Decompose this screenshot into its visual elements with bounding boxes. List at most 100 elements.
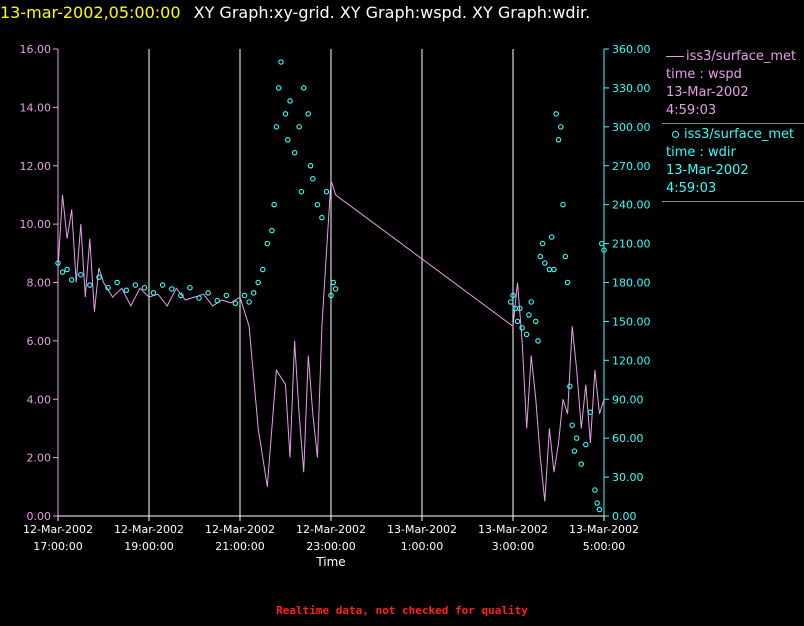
x-tick-label-time: 5:00:00	[583, 540, 625, 553]
wdir-data-point	[573, 435, 580, 441]
right-tick-label: 60.00	[612, 432, 644, 445]
xy-graph[interactable]: 0.00 2.00 4.00 6.00 8.00 10.00 12.00 14.00 16.00…	[0, 0, 804, 600]
wdir-data-point	[250, 290, 257, 296]
wdir-data-point	[592, 487, 598, 493]
x-tick-label-time: 23:00:00	[306, 540, 355, 553]
x-tick-label-date: 12-Mar-2002	[23, 523, 93, 536]
right-tick-label: 240.00	[612, 199, 651, 212]
legend-wdir-source: iss3/surface_met	[684, 127, 795, 142]
wdir-data-point	[519, 325, 525, 331]
wdir-data-point	[296, 124, 302, 130]
wdir-data-point	[332, 286, 339, 292]
wdir-data-point	[159, 282, 166, 288]
wdir-data-point	[305, 111, 311, 117]
left-tick-label: 14.00	[20, 101, 52, 114]
wdir-data-point	[78, 271, 84, 278]
right-tick-label: 0.00	[612, 510, 637, 523]
wdir-data-point	[310, 175, 316, 182]
series	[55, 59, 607, 513]
wdir-data-point	[546, 266, 553, 273]
wdir-data-point	[555, 137, 562, 143]
right-tick-label: 90.00	[612, 393, 644, 406]
right-tick-label: 270.00	[612, 160, 651, 173]
wdir-data-point	[269, 227, 275, 234]
wdir-data-point	[319, 214, 325, 221]
wdir-data-point	[87, 282, 93, 288]
right-tick-label: 210.00	[612, 238, 651, 251]
legend-wspd-date: 13-Mar-2002	[666, 85, 749, 100]
wdir-data-point	[587, 409, 594, 415]
wdir-data-point	[285, 137, 291, 143]
wdir-data-point	[532, 318, 539, 325]
wdir-data-point	[569, 422, 575, 428]
left-tick-label: 2.00	[27, 452, 52, 465]
wdir-data-point	[105, 284, 111, 291]
circle-marker-icon	[672, 131, 679, 138]
wdir-data-point	[567, 383, 573, 390]
wdir-data-point	[241, 292, 248, 299]
left-tick-label: 8.00	[27, 277, 52, 290]
wdir-data-point	[598, 240, 605, 247]
right-tick-label: 150.00	[612, 315, 651, 328]
header-graph-titles: XY Graph:xy-grid. XY Graph:wspd. XY Grap…	[193, 3, 591, 22]
x-axis-ticks: 12-Mar-2002 17:00:00 12-Mar-2002 19:00:00 12…	[23, 516, 639, 553]
wdir-data-point	[300, 85, 307, 91]
wdir-data-point	[562, 253, 569, 260]
x-tick-label-date: 12-Mar-2002	[205, 523, 275, 536]
legend-entry-wspd: iss3/surface_met time : wspd 13-Mar-2002…	[662, 46, 804, 124]
left-tick-label: 6.00	[27, 335, 52, 348]
wdir-data-point	[601, 247, 607, 253]
wdir-data-point	[214, 297, 221, 304]
wdir-data-point	[96, 274, 102, 281]
wdir-data-point	[558, 124, 564, 130]
left-tick-label: 12.00	[20, 160, 52, 173]
x-tick-label-time: 17:00:00	[33, 540, 82, 553]
x-tick-label-date: 13-Mar-2002	[387, 523, 457, 536]
wdir-data-point	[59, 269, 66, 275]
right-tick-label: 30.00	[612, 471, 644, 484]
wdir-data-point	[132, 282, 139, 288]
wdir-data-point	[64, 266, 70, 273]
wdir-data-point	[282, 111, 289, 117]
x-tick-label-date: 12-Mar-2002	[296, 523, 366, 536]
left-tick-label: 16.00	[20, 43, 52, 56]
wdir-data-point	[535, 338, 541, 344]
wdir-data-point	[583, 441, 589, 448]
wdir-data-point	[264, 240, 271, 247]
wdir-data-point	[323, 188, 330, 195]
wdir-data-point	[232, 300, 239, 307]
wspd-series-line	[57, 180, 605, 502]
quality-notice: Realtime data, not checked for quality	[276, 604, 528, 617]
wdir-data-point	[307, 163, 314, 169]
wdir-data-point	[205, 290, 211, 296]
wdir-data-point	[551, 266, 557, 273]
wdir-data-point	[187, 284, 193, 291]
x-tick-label-time: 21:00:00	[215, 540, 264, 553]
wdir-data-point	[514, 318, 521, 325]
x-tick-label-time: 1:00:00	[401, 540, 443, 553]
wdir-data-point	[328, 292, 334, 299]
wdir-data-point	[594, 500, 600, 506]
x-tick-label-time: 3:00:00	[492, 540, 534, 553]
line-swatch-icon	[666, 56, 684, 57]
right-axis-ticks: 0.00 30.00 60.00 90.00 120.00 150.00 180.00 210…	[604, 43, 651, 523]
wdir-data-point	[528, 299, 534, 305]
wdir-data-point	[273, 124, 280, 130]
wdir-data-point	[571, 448, 578, 454]
wdir-data-point	[223, 292, 230, 299]
wdir-data-point	[523, 331, 530, 338]
wdir-data-point	[271, 201, 277, 208]
wdir-data-point	[553, 111, 559, 117]
wdir-data-point	[150, 290, 157, 296]
wdir-data-point	[255, 279, 261, 286]
wdir-data-point	[246, 299, 252, 305]
wdir-data-point	[55, 260, 61, 266]
wdir-data-point	[542, 260, 548, 266]
legend-wspd-field: time : wspd	[666, 67, 742, 82]
legend-wspd-source: iss3/surface_met	[686, 49, 797, 64]
wdir-data-point	[564, 279, 571, 286]
legend-wspd-time: 4:59:03	[666, 103, 717, 118]
left-tick-label: 4.00	[27, 393, 52, 406]
left-tick-label: 0.00	[27, 510, 52, 523]
wdir-data-point	[560, 201, 566, 208]
